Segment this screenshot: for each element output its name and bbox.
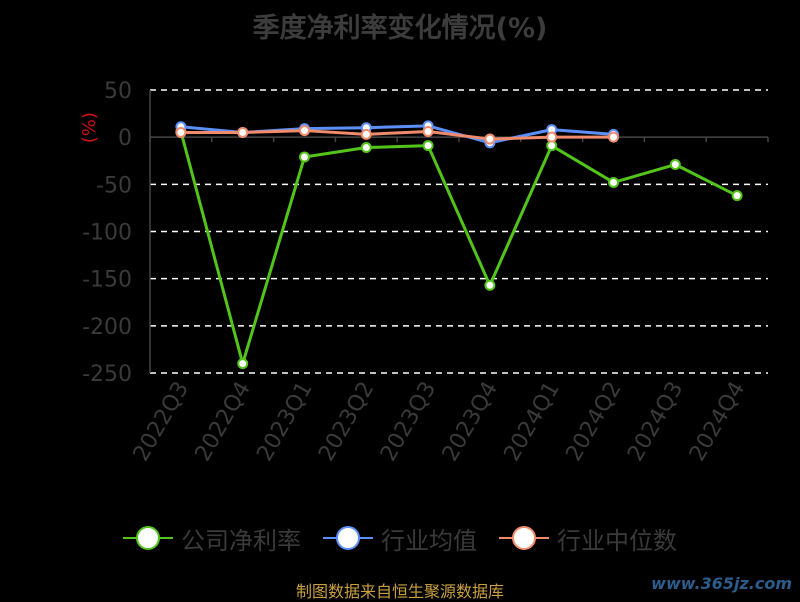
data-point-0: [484, 279, 496, 291]
data-point-2: [422, 126, 434, 138]
x-tick-label: 2024Q2: [561, 378, 626, 466]
y-tick-label: -200: [82, 315, 132, 340]
x-tick-label: 2023Q3: [376, 377, 441, 465]
y-tick-label: -150: [82, 268, 132, 293]
x-tick-label: 2024Q3: [623, 378, 688, 466]
data-source-note: 制图数据来自恒生聚源数据库: [295, 582, 504, 601]
legend: 公司净利率 行业均值 行业中位数: [0, 518, 800, 558]
y-tick-label: -50: [96, 173, 132, 198]
series-line-2: [180, 129, 614, 141]
data-point-0: [669, 159, 681, 171]
chart-title: 季度净利率变化情况(%): [252, 13, 548, 44]
legend-item-company[interactable]: 公司净利率: [123, 521, 301, 556]
legend-label: 行业中位数: [557, 526, 677, 555]
data-point-2: [299, 125, 310, 137]
data-point-0: [731, 190, 743, 202]
legend-label: 公司净利率: [181, 526, 301, 555]
data-point-0: [422, 140, 434, 152]
x-tick-label: 2024Q4: [685, 378, 750, 466]
x-tick-label: 2022Q4: [191, 378, 256, 466]
legend-marker-icon: [499, 525, 549, 551]
data-point-0: [299, 151, 310, 163]
watermark-logo: www.365jz.com: [651, 574, 792, 593]
data-point-0: [608, 176, 619, 188]
x-tick-label: 2023Q4: [438, 378, 503, 466]
data-point-2: [175, 126, 187, 138]
legend-item-industry-mean[interactable]: 行业均值: [323, 521, 477, 556]
data-point-0: [237, 358, 249, 370]
data-point-0: [360, 142, 372, 154]
y-axis-label: (%): [79, 112, 100, 143]
x-tick-label: 2022Q3: [129, 378, 194, 466]
y-tick-label: 50: [104, 79, 132, 104]
legend-label: 行业均值: [381, 526, 477, 555]
series-line-0: [179, 131, 738, 366]
data-point-2: [237, 126, 249, 138]
legend-item-industry-median[interactable]: 行业中位数: [499, 521, 677, 556]
y-tick-label: -250: [82, 362, 132, 387]
legend-marker-icon: [323, 525, 373, 551]
y-tick-label: -100: [82, 221, 132, 246]
data-point-2: [608, 131, 619, 143]
data-point-2: [546, 131, 558, 143]
legend-marker-icon: [123, 525, 173, 551]
x-tick-label: 2023Q2: [314, 378, 379, 466]
data-point-2: [484, 133, 496, 145]
x-tick-label: 2024Q1: [500, 378, 565, 466]
y-tick-label: 0: [118, 126, 132, 151]
x-tick-label: 2023Q1: [252, 378, 317, 466]
data-point-2: [360, 128, 372, 140]
